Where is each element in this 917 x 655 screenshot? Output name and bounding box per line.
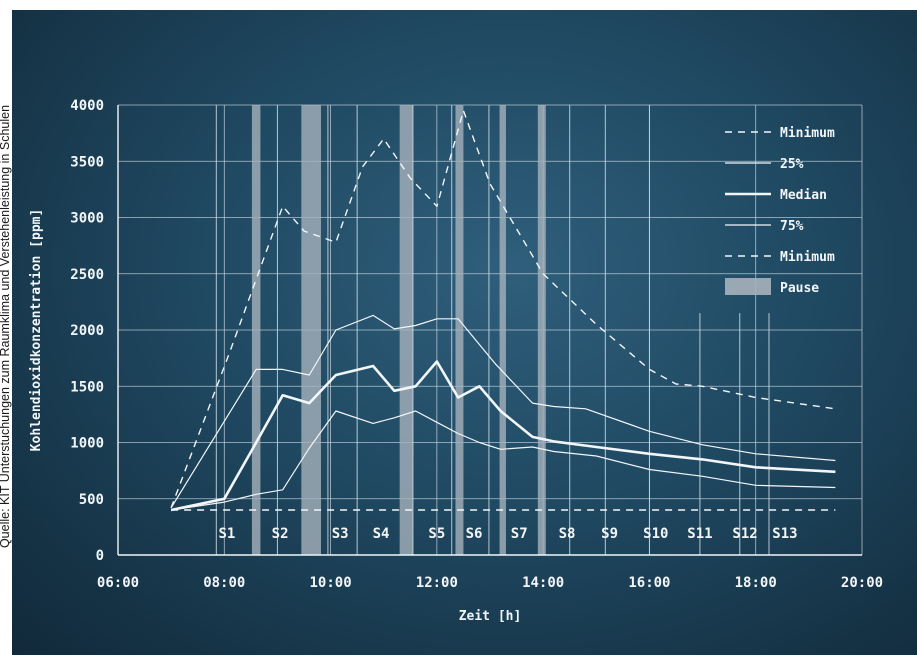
session-label: S9	[601, 526, 618, 542]
session-label: S10	[643, 526, 668, 542]
session-label: S13	[772, 526, 797, 542]
x-axis-title: Zeit [h]	[459, 609, 522, 624]
y-tick-label: 4000	[70, 98, 104, 114]
pause-band	[251, 105, 261, 555]
chart-panel: S1 S2 S3 S4 S5 S6 S7 S8 S9 S10 S11 S12 S13 0 500 1000 1…	[12, 10, 917, 655]
credit-text: Quelle: KIT Unterstuchungen zum Raumklim…	[0, 104, 12, 549]
series-line-1	[170, 109, 836, 509]
session-label: S12	[732, 526, 757, 542]
series-line-2	[170, 314, 836, 509]
x-tick-label: 16:00	[628, 575, 670, 591]
y-tick-label: 2500	[70, 267, 104, 283]
x-tick-label: 08:00	[203, 575, 245, 591]
session-label: S1	[219, 526, 236, 542]
y-tick-label: 2000	[70, 323, 104, 339]
legend-swatch-pause	[725, 278, 771, 295]
session-label: S8	[559, 526, 576, 542]
session-label: S2	[272, 526, 289, 542]
pause-band	[455, 105, 464, 555]
legend-label: Median	[780, 188, 827, 203]
y-tick-label: 0	[96, 548, 104, 564]
legend: Minimum 25% Median 75% Minimum Pause	[725, 126, 835, 296]
session-label: S11	[687, 526, 712, 542]
x-tick-label: 14:00	[522, 575, 564, 591]
session-label: S4	[373, 526, 390, 542]
x-tick-label: 10:00	[309, 575, 351, 591]
legend-label: Minimum	[780, 250, 835, 265]
session-labels: S1 S2 S3 S4 S5 S6 S7 S8 S9 S10 S11 S12 S13	[219, 526, 798, 542]
legend-label: Pause	[780, 281, 819, 296]
x-tick-label: 18:00	[735, 575, 777, 591]
x-tick-label: 20:00	[841, 575, 883, 591]
session-label: S6	[466, 526, 483, 542]
series-line-3	[170, 360, 836, 512]
axes: 0 500 1000 1500 2000 2500 3000 3500 4000 06:00 08:…	[29, 98, 883, 624]
pause-bands	[251, 105, 546, 555]
pause-band	[537, 105, 546, 555]
series-line-4	[171, 410, 836, 511]
legend-label: 75%	[780, 219, 804, 234]
y-tick-label: 3500	[70, 154, 104, 170]
legend-label: Minimum	[780, 126, 835, 141]
pause-band	[499, 105, 506, 555]
co2-line-chart: S1 S2 S3 S4 S5 S6 S7 S8 S9 S10 S11 S12 S13 0 500 1000 1…	[29, 98, 883, 624]
session-label: S5	[428, 526, 445, 542]
x-tick-label: 06:00	[97, 575, 139, 591]
y-axis-title: Kohlendioxidkonzentration [ppm]	[29, 209, 44, 452]
legend-label: 25%	[780, 157, 804, 172]
y-tick-label: 1000	[70, 436, 104, 452]
pause-band	[399, 105, 413, 555]
session-label: S7	[511, 526, 528, 542]
image-credit: Quelle: KIT Unterstuchungen zum Raumklim…	[0, 0, 12, 655]
y-tick-label: 1500	[70, 379, 104, 395]
session-dividers	[215, 105, 770, 555]
session-label: S3	[332, 526, 349, 542]
y-tick-label: 500	[79, 492, 104, 508]
pause-band	[301, 105, 322, 555]
y-tick-label: 3000	[70, 211, 104, 227]
series-lines	[170, 109, 836, 512]
x-tick-label: 12:00	[416, 575, 458, 591]
